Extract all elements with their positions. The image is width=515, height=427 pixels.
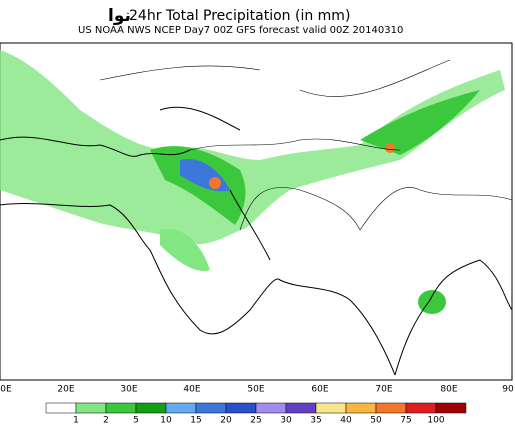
colorbar-label: 75: [400, 416, 411, 426]
title: 24hr Total Precipitation (in mm): [129, 8, 350, 24]
precip-light: [0, 50, 505, 245]
colorbar-label: 5: [133, 416, 139, 426]
coastline: [0, 203, 396, 376]
colorbar-swatch: [285, 402, 317, 414]
longitude-label: 90: [502, 385, 514, 395]
longitude-label: 70E: [375, 385, 392, 395]
colorbar-swatch: [225, 402, 257, 414]
colorbar-label: 35: [310, 416, 321, 426]
colorbar-label: 15: [190, 416, 201, 426]
colorbar-swatch: [135, 402, 167, 414]
precip-areas: [0, 50, 505, 314]
colorbar-swatch: [435, 402, 467, 414]
precip-light: [160, 229, 210, 271]
longitude-label: 30E: [120, 385, 137, 395]
colorbar-swatch: [405, 402, 437, 414]
colorbar-swatch: [45, 402, 77, 414]
longitude-label: 60E: [311, 385, 328, 395]
precip-max: [385, 143, 395, 153]
colorbar-label: 40: [340, 416, 352, 426]
colorbar-swatch: [255, 402, 287, 414]
colorbar-swatch: [165, 402, 197, 414]
colorbar-swatch: [105, 402, 137, 414]
colorbar-label: 50: [370, 416, 382, 426]
precip-moderate: [360, 90, 480, 155]
longitude-label: 80E: [440, 385, 457, 395]
longitude-label: 20E: [57, 385, 74, 395]
colorbar: 1 2 5 10 15 20 25 30 35 40 50 75 100: [45, 402, 467, 426]
precip-max: [209, 177, 221, 189]
colorbar-swatch: [345, 402, 377, 414]
subtitle: US NOAA NWS NCEP Day7 00Z GFS forecast v…: [78, 25, 403, 36]
longitude-label: 40E: [183, 385, 200, 395]
longitude-labels: 0E 20E 30E 40E 50E 60E 70E 80E 90: [0, 385, 514, 395]
longitude-label: 0E: [0, 385, 12, 395]
precip-moderate: [150, 146, 246, 225]
colorbar-label: 2: [103, 416, 109, 426]
colorbar-swatch: [315, 402, 347, 414]
colorbar-label: 25: [250, 416, 261, 426]
country-border: [99, 59, 513, 231]
coastline: [0, 106, 513, 376]
colorbar-swatch: [75, 402, 107, 414]
map: [0, 42, 513, 381]
precip-moderate: [418, 290, 446, 314]
logo: نوا: [108, 6, 131, 26]
colorbar-label: 20: [220, 416, 232, 426]
colorbar-label: 100: [427, 416, 444, 426]
colorbar-label: 1: [73, 416, 79, 426]
colorbar-label: 30: [280, 416, 292, 426]
colorbar-swatch: [375, 402, 407, 414]
longitude-label: 50E: [247, 385, 264, 395]
colorbar-label: 10: [160, 416, 172, 426]
colorbar-swatch: [195, 402, 227, 414]
